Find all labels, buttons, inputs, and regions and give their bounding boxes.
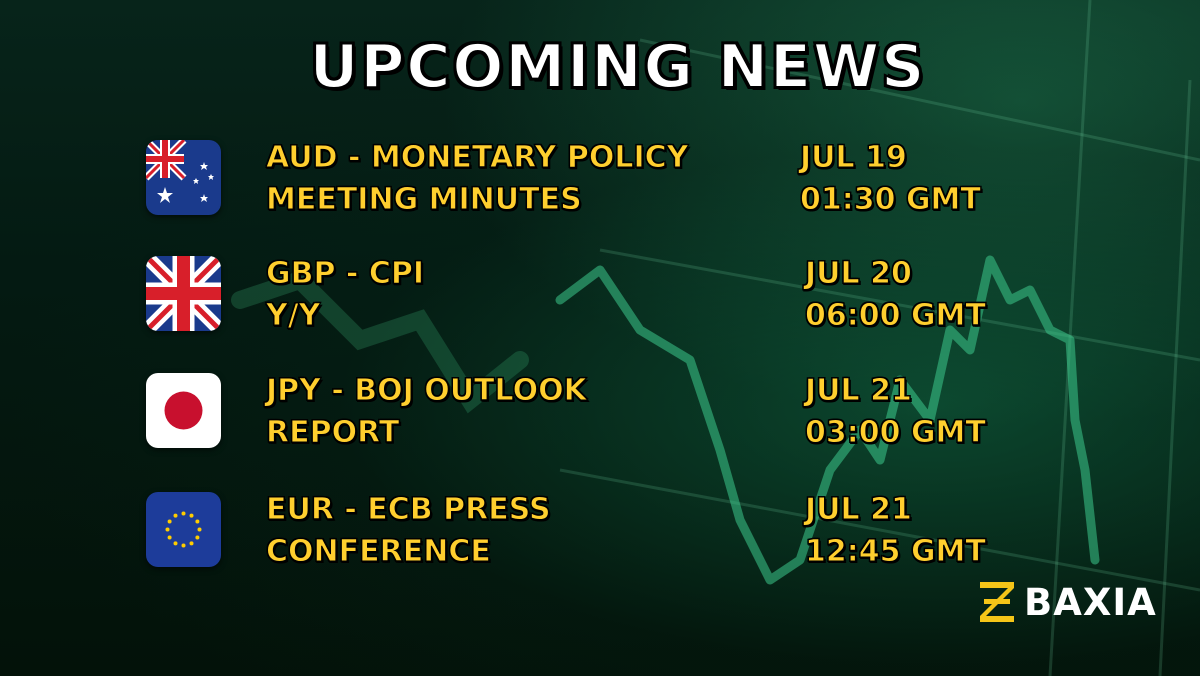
- event-name-line1: EUR - ECB PRESS: [266, 492, 552, 528]
- event-name-line1: GBP - CPI: [266, 256, 425, 292]
- brand-name: BAXIA: [1024, 580, 1157, 624]
- brand-logo: BAXIA: [980, 580, 1157, 624]
- event-name-line2: Y/Y: [266, 298, 321, 334]
- event-name: EUR - ECB PRESS CONFERENCE: [266, 489, 552, 573]
- event-time: 12:45 GMT: [805, 534, 987, 570]
- event-date: JUL 19: [800, 140, 908, 176]
- event-name-line1: JPY - BOJ OUTLOOK: [266, 373, 588, 409]
- event-name-line2: CONFERENCE: [266, 534, 492, 570]
- event-name: GBP - CPI Y/Y: [266, 253, 425, 337]
- list-item: GBP - CPI Y/Y JUL 20 06:00 GMT: [0, 256, 1200, 336]
- event-schedule: JUL 20 06:00 GMT: [805, 253, 987, 337]
- event-name-line2: REPORT: [266, 415, 400, 451]
- australia-flag-icon: [146, 140, 221, 215]
- event-date: JUL 21: [805, 492, 913, 528]
- event-name-line2: MEETING MINUTES: [265, 182, 582, 218]
- japan-flag-icon: [146, 373, 221, 448]
- event-schedule: JUL 21 03:00 GMT: [805, 370, 987, 454]
- event-time: 01:30 GMT: [800, 182, 982, 218]
- event-schedule: JUL 19 01:30 GMT: [800, 137, 982, 221]
- event-date: JUL 20: [805, 256, 913, 292]
- event-time: 06:00 GMT: [805, 298, 987, 334]
- eu-flag-icon: [146, 492, 221, 567]
- page-title: UPCOMING NEWS: [309, 31, 927, 103]
- baxia-logo-icon: [980, 582, 1014, 622]
- event-schedule: JUL 21 12:45 GMT: [805, 489, 987, 573]
- event-name: JPY - BOJ OUTLOOK REPORT: [266, 370, 588, 454]
- list-item: JPY - BOJ OUTLOOK REPORT JUL 21 03:00 GM…: [0, 373, 1200, 453]
- event-date: JUL 21: [805, 373, 913, 409]
- list-item: EUR - ECB PRESS CONFERENCE JUL 21 12:45 …: [0, 492, 1200, 572]
- event-name-line1: AUD - MONETARY POLICY: [265, 140, 689, 176]
- list-item: AUD - MONETARY POLICY MEETING MINUTES JU…: [0, 140, 1200, 220]
- uk-flag-icon: [146, 256, 221, 331]
- event-time: 03:00 GMT: [805, 415, 987, 451]
- event-name: AUD - MONETARY POLICY MEETING MINUTES: [265, 137, 689, 221]
